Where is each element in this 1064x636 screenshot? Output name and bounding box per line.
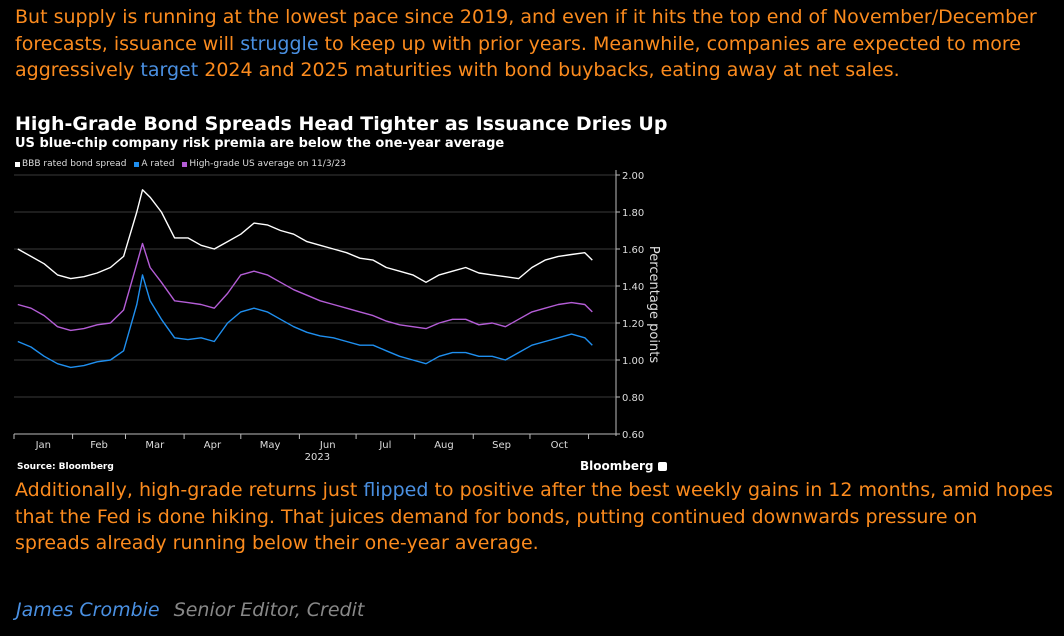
y-tick-label: 1.00 xyxy=(622,356,644,367)
x-tick-label: Aug xyxy=(434,440,454,451)
legend-item-a-rated: A rated xyxy=(134,159,174,169)
paragraph-2: Additionally, high-grade returns just fl… xyxy=(15,477,1055,557)
author-role: Senior Editor, Credit xyxy=(173,599,365,621)
chart-source: Source: Bloomberg xyxy=(17,462,114,472)
x-tick-label: Sep xyxy=(492,440,511,451)
target-link[interactable]: target xyxy=(140,59,199,82)
bloomberg-logo-icon xyxy=(657,461,667,471)
y-tick-label: 1.40 xyxy=(622,282,644,293)
chart-title: High-Grade Bond Spreads Head Tighter as … xyxy=(15,113,668,135)
y-tick-label: 1.60 xyxy=(622,245,644,256)
flipped-link[interactable]: flipped xyxy=(363,479,429,501)
paragraph-1: But supply is running at the lowest pace… xyxy=(15,4,1055,84)
x-year-label: 2023 xyxy=(305,452,330,460)
chart-legend: BBB rated bond spread A rated High-grade… xyxy=(15,159,346,169)
legend-label-bbb: BBB rated bond spread xyxy=(22,159,127,169)
para1-text-1: But supply is running at the lowest pace… xyxy=(15,6,1037,55)
hg-average-line xyxy=(17,242,593,332)
chart-subtitle: US blue-chip company risk premia are bel… xyxy=(15,136,505,151)
y-tick-label: 0.60 xyxy=(622,430,644,441)
x-tick-label: Oct xyxy=(551,440,568,451)
para1-text-2: to keep up with prior years. Meanwhile, … xyxy=(15,32,1021,82)
legend-swatch-bbb xyxy=(15,161,20,167)
x-tick-label: Mar xyxy=(145,440,165,451)
y-tick-label: 1.80 xyxy=(622,208,644,219)
legend-label-a-rated: A rated xyxy=(141,159,175,169)
para2-text-1: Additionally, high-grade returns just xyxy=(15,479,364,501)
legend-item-hg-avg: High-grade US average on 11/3/23 xyxy=(182,159,346,169)
brand-label: Bloomberg xyxy=(580,459,654,473)
x-tick-label: May xyxy=(260,440,281,451)
bbb-spread-line xyxy=(17,189,593,284)
para1-text-3: 2024 and 2025 maturities with bond buyba… xyxy=(198,59,900,82)
chart-plot: 2.00 1.80 1.60 1.40 1.20 1.00 0.80 0.60 Percenta… xyxy=(13,170,661,460)
a-rated-line xyxy=(17,274,593,369)
x-tick-label: Jan xyxy=(35,440,51,451)
y-axis-label: Percentage points xyxy=(646,246,661,363)
legend-label-hg-avg: High-grade US average on 11/3/23 xyxy=(189,159,347,169)
author-byline: James Crombie Senior Editor, Credit xyxy=(16,599,364,621)
x-tick-label: Feb xyxy=(90,440,108,451)
x-tick-label: Apr xyxy=(204,440,222,451)
legend-swatch-hg-avg xyxy=(182,161,188,167)
y-tick-label: 0.80 xyxy=(622,393,644,404)
struggle-link[interactable]: struggle xyxy=(240,32,319,55)
author-name[interactable]: James Crombie xyxy=(16,599,160,621)
bloomberg-brand: Bloomberg xyxy=(580,459,667,473)
y-tick-label: 2.00 xyxy=(622,171,644,182)
y-tick-label: 1.20 xyxy=(622,319,644,330)
x-tick-label: Jul xyxy=(378,440,391,451)
legend-item-bbb: BBB rated bond spread xyxy=(15,159,126,169)
x-tick-label: Jun xyxy=(319,440,336,451)
legend-swatch-a-rated xyxy=(134,161,140,167)
para2-text-2: to positive after the best weekly gains … xyxy=(15,479,1054,555)
